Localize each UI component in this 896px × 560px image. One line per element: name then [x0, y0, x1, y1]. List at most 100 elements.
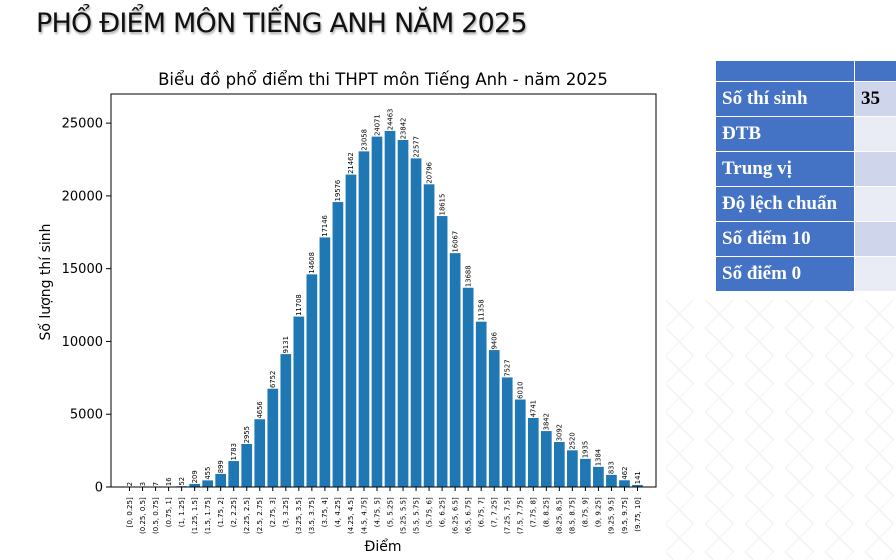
x-tick-label: (7.25, 7.5]	[504, 497, 512, 534]
table-row: Số thí sinh 35	[715, 81, 896, 117]
row-value	[854, 151, 896, 187]
bar	[423, 184, 435, 487]
table-header-cell	[715, 60, 855, 82]
bar-data-label: 20796	[425, 162, 433, 184]
y-tick-label: 10000	[62, 335, 103, 350]
x-tick-label: (4, 4.25]	[334, 497, 342, 527]
bar-data-label: 4741	[530, 400, 538, 417]
y-tick-label: 15000	[62, 262, 103, 277]
bar	[436, 216, 448, 487]
bar	[553, 441, 565, 487]
bar	[202, 480, 214, 487]
bar-data-label: 14608	[308, 252, 316, 274]
bar	[619, 480, 630, 487]
bar-data-label: 23842	[399, 118, 407, 140]
bar-data-label: 24071	[373, 114, 381, 136]
bar-data-label: 16067	[451, 231, 459, 253]
row-value	[854, 186, 896, 222]
bar-data-label: 455	[204, 467, 212, 480]
row-label: Số điểm 10	[715, 221, 855, 257]
bar	[593, 466, 604, 487]
bar	[215, 473, 227, 487]
bar	[514, 399, 526, 487]
bar	[345, 174, 357, 487]
background-pattern	[660, 300, 896, 560]
table-row: Số điểm 0	[715, 256, 896, 292]
y-tick-label: 20000	[62, 189, 103, 204]
x-tick-label: (9.75, 10]	[634, 497, 642, 532]
x-tick-label: (8.25, 8.5]	[556, 497, 564, 534]
x-tick-label: (2.25, 2.5]	[243, 497, 251, 534]
bar	[397, 139, 409, 488]
bar	[189, 483, 200, 487]
bar	[580, 458, 591, 487]
x-tick-label: (9.25, 9.5]	[608, 497, 616, 534]
bar-data-label: 6010	[517, 382, 525, 399]
y-tick-label: 0	[95, 481, 103, 496]
bar	[606, 474, 617, 487]
bar	[475, 321, 487, 487]
x-tick-label: (1, 1.25]	[178, 497, 186, 527]
x-tick-label: (6.75, 7]	[477, 497, 485, 527]
row-label: Số điểm 0	[715, 256, 855, 292]
x-tick-label: (7.75, 8]	[530, 497, 538, 527]
row-value	[854, 221, 896, 257]
x-tick-label: (0.5, 0.75]	[152, 497, 160, 534]
x-tick-label: (9, 9.25]	[595, 497, 603, 527]
x-tick-label: (0.25, 0.5]	[139, 497, 147, 534]
x-tick-label: (5.5, 5.75]	[412, 497, 420, 534]
bar-data-label: 1384	[595, 449, 603, 466]
x-tick-label: (1.5, 1.75]	[204, 497, 212, 534]
x-tick-label: (1.25, 1.5]	[191, 497, 199, 534]
x-tick-label: (7.5, 7.75]	[517, 497, 525, 534]
bar	[267, 388, 279, 487]
bar-data-label: 11358	[477, 299, 485, 321]
x-axis-label: Điểm	[365, 538, 402, 555]
x-tick-label: (4.25, 4.5]	[347, 497, 355, 534]
bar-data-label: 1935	[582, 441, 590, 458]
table-row: Trung vị	[715, 151, 896, 187]
x-tick-label: (8.75, 9]	[582, 497, 590, 527]
bar	[254, 419, 266, 487]
bar-data-label: 19576	[334, 180, 342, 202]
table-row: Số điểm 10	[715, 221, 896, 257]
x-axis: [0, 0.25] (0.25, 0.5] (0.5, 0.75] (0.75, 1]…	[126, 487, 642, 534]
bar-data-label: 11708	[295, 294, 303, 316]
x-tick-label: (3, 3.25]	[282, 497, 290, 527]
bar-data-label: 7	[152, 482, 160, 486]
y-axis-label: Số lượng thí sinh	[37, 223, 54, 340]
bar-data-label: 6752	[269, 371, 277, 388]
bar	[527, 417, 539, 487]
bar-data-label: 16	[165, 477, 173, 486]
bar-data-label: 18615	[438, 194, 446, 216]
x-tick-label: (8.5, 8.75]	[569, 497, 577, 534]
x-tick-label: (2, 2.25]	[230, 497, 238, 527]
bar-data-label: 3842	[543, 413, 551, 430]
bar	[293, 316, 305, 487]
bar	[384, 130, 396, 488]
bar-data-label: 462	[621, 467, 629, 480]
x-tick-label: (2.5, 2.75]	[256, 497, 264, 534]
bar-data-label: 209	[191, 470, 199, 483]
table-row: ĐTB	[715, 116, 896, 152]
bar	[319, 237, 331, 487]
x-tick-label: (6, 6.25]	[438, 497, 446, 527]
x-tick-label: (3.75, 4]	[321, 497, 329, 527]
row-value	[854, 116, 896, 152]
x-tick-label: (1.75, 2]	[217, 497, 225, 527]
chart-title: Biểu đồ phổ điểm thi THPT môn Tiếng Anh …	[158, 70, 608, 89]
x-tick-label: (4.5, 4.75]	[360, 497, 368, 534]
y-tick-label: 5000	[70, 408, 103, 423]
bar-data-label: 141	[634, 471, 642, 484]
chart-panel: Biểu đồ phổ điểm thi THPT môn Tiếng Anh …	[28, 60, 666, 560]
bar	[462, 287, 474, 487]
bar-data-label: 2520	[569, 432, 577, 449]
x-tick-label: (8, 8.25]	[543, 497, 551, 527]
bar-data-label: 21462	[347, 152, 355, 174]
bar-data-label: 13688	[464, 265, 472, 287]
row-label: Số thí sinh	[715, 81, 855, 117]
row-value: 35	[854, 81, 896, 117]
bar	[228, 461, 240, 487]
bar-data-label: 23058	[360, 129, 368, 151]
bar-series: 2 3 7 16 52 209 455 899 1783 2955 4656 6752 9131 1170…	[124, 109, 643, 488]
